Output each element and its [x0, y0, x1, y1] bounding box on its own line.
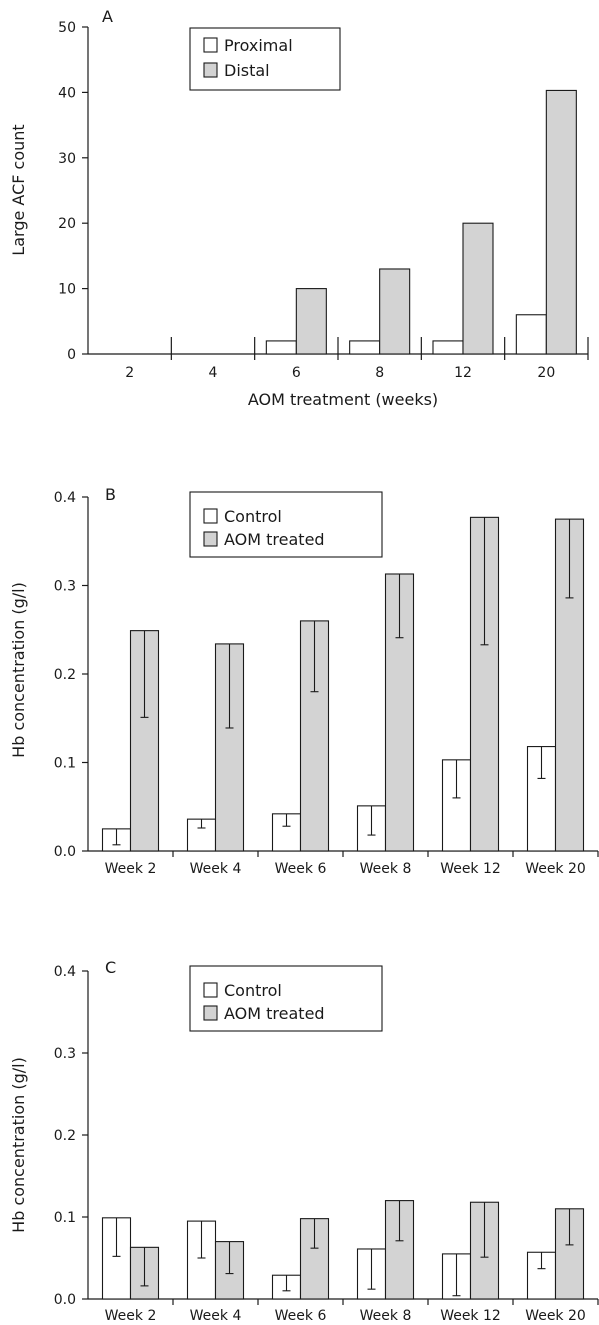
panel-c-x-tick-label: Week 6 [275, 1308, 327, 1324]
panel-c-letter: C [105, 958, 116, 977]
panel-b-x-tick-label: Week 8 [360, 861, 412, 877]
panel-c-x-tick-label: Week 20 [525, 1308, 586, 1324]
panel-c-x-tick-label: Week 2 [105, 1308, 157, 1324]
panel-c-y-tick-label: 0.0 [54, 1292, 76, 1308]
panel-a-y-tick-label: 50 [58, 20, 76, 36]
panel-a-bar-series-2 [379, 268, 411, 355]
panel-c-y-tick-label: 0.1 [54, 1210, 76, 1226]
panel-b-legend-label-aom-treated: AOM treated [224, 530, 325, 549]
panel-a-legend: Proximal Distal [189, 27, 341, 91]
panel-a-legend-label-distal: Distal [224, 61, 270, 80]
panel-a-bar-series-1 [432, 340, 464, 355]
panel-b-legend-box [189, 491, 383, 558]
panel-a-legend-label-proximal: Proximal [224, 36, 293, 55]
panel-b-y-tick-label: 0.4 [54, 490, 76, 506]
panel-a-letter: A [102, 7, 113, 26]
panel-c-y-tick-label: 0.4 [54, 964, 76, 980]
panel-a-x-tick-label: 8 [375, 365, 384, 381]
panel-a-y-tick-label: 10 [58, 282, 76, 298]
panel-c-y-axis-label: Hb concentration (g/l) [9, 1057, 28, 1233]
panel-c-legend-swatch-aom-treated [203, 1005, 218, 1021]
panel-c-x-tick-label: Week 12 [440, 1308, 501, 1324]
panel-c-legend-label-control: Control [224, 981, 282, 1000]
panel-a-x-tick-label: 6 [292, 365, 301, 381]
panel-c-legend-label-aom-treated: AOM treated [224, 1004, 325, 1023]
panel-c-legend-swatch-control [203, 982, 218, 998]
panel-a-x-tick-label: 12 [454, 365, 472, 381]
panel-a-y-tick-label: 30 [58, 151, 76, 167]
panel-c-legend: Control AOM treated [189, 965, 383, 1032]
panel-c-x-tick-label: Week 8 [360, 1308, 412, 1324]
panel-b-legend: Control AOM treated [189, 491, 383, 558]
panel-a-legend-box [189, 27, 341, 91]
panel-a-bar-series-1 [349, 340, 381, 355]
panel-a-x-tick-label: 2 [125, 365, 134, 381]
panel-a-y-tick-label: 20 [58, 216, 76, 232]
panel-b-x-tick-label: Week 6 [275, 861, 327, 877]
panel-b-y-tick-label: 0.2 [54, 667, 76, 683]
panel-a-legend-swatch-proximal [203, 37, 218, 53]
panel-b-letter: B [105, 485, 116, 504]
panel-b-x-tick-label: Week 20 [525, 861, 586, 877]
panel-a-bar-series-1 [265, 340, 297, 355]
panel-b-legend-swatch-control [203, 508, 218, 524]
panel-c-y-tick-label: 0.3 [54, 1046, 76, 1062]
panel-c: C Hb concentration (g/l) Control AOM tre… [9, 958, 599, 1324]
panel-a-bar-series-1 [515, 314, 547, 355]
panel-a-y-axis-label: Large ACF count [9, 124, 28, 255]
panel-a-bar-series-2 [295, 288, 327, 355]
panel-a-x-tick-label: 20 [537, 365, 555, 381]
panel-a-x-axis-label: AOM treatment (weeks) [248, 390, 438, 409]
panel-c-y-tick-label: 0.2 [54, 1128, 76, 1144]
panel-a: A Large ACF count AOM treatment (weeks) … [9, 7, 589, 409]
panel-b-y-tick-label: 0.0 [54, 844, 76, 860]
panel-b-x-tick-label: Week 12 [440, 861, 501, 877]
panel-b-legend-label-control: Control [224, 507, 282, 526]
panel-a-bar-series-2 [462, 222, 494, 355]
panel-a-legend-swatch-distal [203, 62, 218, 78]
panel-b-y-tick-label: 0.3 [54, 579, 76, 595]
panel-b-legend-swatch-aom-treated [203, 531, 218, 547]
panel-a-x-tick-label: 4 [209, 365, 218, 381]
panel-b-bar-series-2 [384, 573, 415, 852]
panel-b-y-tick-label: 0.1 [54, 756, 76, 772]
panel-c-x-tick-label: Week 4 [190, 1308, 242, 1324]
panel-b: B Hb concentration (g/l) Control AOM tre… [9, 485, 599, 877]
panel-b-x-tick-label: Week 4 [190, 861, 242, 877]
panel-a-y-tick-label: 40 [58, 85, 76, 101]
panel-b-x-tick-label: Week 2 [105, 861, 157, 877]
panel-c-legend-box [189, 965, 383, 1032]
panel-a-bar-series-2 [545, 89, 577, 355]
panel-b-y-axis-label: Hb concentration (g/l) [9, 582, 28, 758]
panel-a-y-tick-label: 0 [67, 347, 76, 363]
